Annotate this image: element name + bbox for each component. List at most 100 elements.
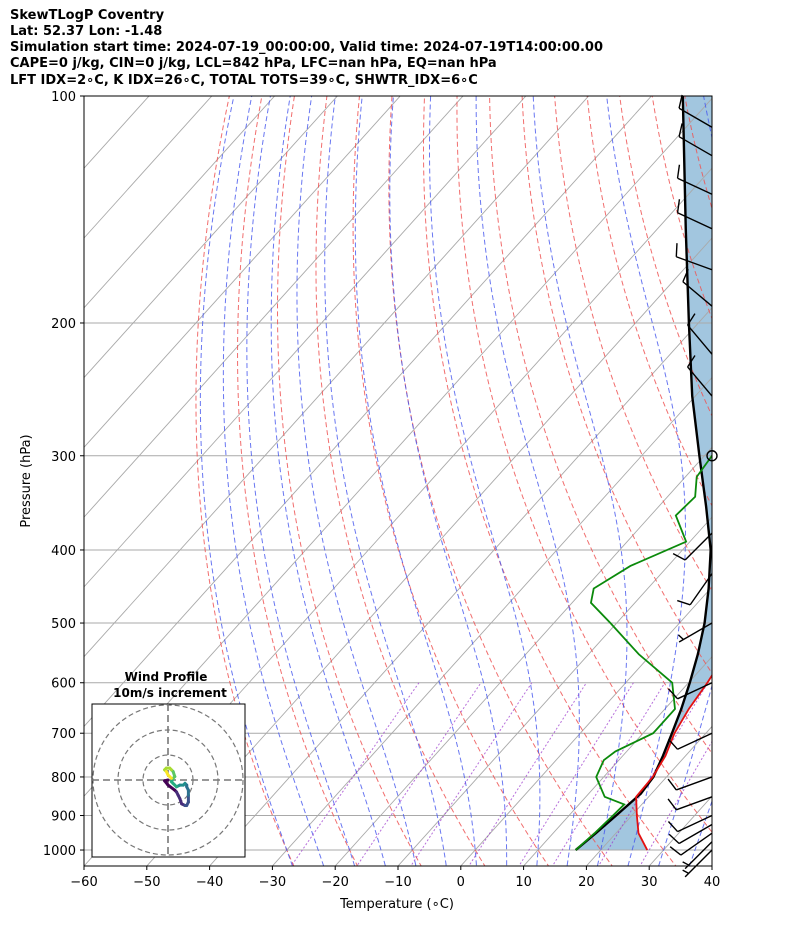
dry-adiabat-line <box>315 96 486 866</box>
moist-adiabat-line <box>222 96 325 866</box>
wind-barb <box>667 776 713 791</box>
wind-barb <box>667 732 713 750</box>
cin-shading <box>575 96 712 851</box>
wind-barb <box>678 94 713 128</box>
moist-adiabat-line <box>429 96 541 866</box>
wind-barb <box>678 123 713 157</box>
chart-title-indices-2: LFT IDX=2∘C, K IDX=26∘C, TOTAL TOTS=39∘C… <box>10 73 478 88</box>
chart-title-indices-1: CAPE=0 j/kg, CIN=0 j/kg, LCL=842 hPa, LF… <box>10 56 497 71</box>
y-tick-label: 600 <box>51 677 76 692</box>
isotherm-line <box>585 725 712 866</box>
isotherm-line <box>84 96 527 588</box>
y-tick-label: 900 <box>51 810 76 825</box>
wind-barb <box>667 796 713 811</box>
moist-adiabat-line <box>715 96 794 881</box>
mixing-ratio-line <box>410 682 533 866</box>
dry-adiabat-line <box>195 96 295 866</box>
moist-adiabat-line <box>354 96 477 866</box>
x-tick-label: −30 <box>259 875 286 890</box>
wind-barb <box>677 622 713 643</box>
wind-barb <box>682 849 713 878</box>
wind-profile-inset: Wind Profile 10m/s increment <box>91 670 246 858</box>
isotherm-line <box>84 96 401 449</box>
wind-barb <box>676 164 713 195</box>
y-tick-label: 800 <box>51 771 76 786</box>
dry-adiabat-line <box>554 96 712 592</box>
isotherm-line <box>208 307 712 866</box>
temperature-line <box>635 673 712 851</box>
y-axis-label: Pressure (hPa) <box>19 434 34 527</box>
dry-adiabat-line <box>456 96 712 833</box>
dry-adiabat-line <box>619 96 712 417</box>
x-tick-label: 40 <box>704 875 721 890</box>
wind-barbs-layer <box>667 94 718 878</box>
isotherm-line <box>271 376 712 866</box>
dry-adiabat-line <box>489 96 712 755</box>
isotherm-line <box>761 61 794 881</box>
moist-adiabat-line <box>296 96 417 866</box>
dry-adiabat-line <box>774 61 794 881</box>
wind-barb <box>668 823 713 845</box>
isotherm-line <box>84 96 653 728</box>
x-tick-label: 0 <box>457 875 465 890</box>
moist-adiabat-line <box>246 96 356 866</box>
inset-title: Wind Profile <box>125 670 208 684</box>
wind-barb <box>682 841 713 870</box>
wind-barb <box>675 243 713 271</box>
isotherm-line <box>397 516 712 866</box>
isotherm-line <box>460 586 712 866</box>
dewpoint-line <box>575 454 712 851</box>
moist-adiabat-line <box>688 799 712 866</box>
isotherm-line <box>522 655 712 866</box>
moist-adiabat-line <box>389 96 508 866</box>
y-tick-label: 1000 <box>43 844 76 859</box>
dry-adiabat-line <box>352 96 550 866</box>
dry-adiabat-line <box>651 96 712 320</box>
moist-adiabat-line <box>606 96 686 866</box>
x-tick-label: 20 <box>578 875 595 890</box>
mixing-ratio-line <box>551 682 666 866</box>
wind-barb <box>677 573 713 606</box>
wind-barb <box>667 814 713 833</box>
dry-adiabat-line <box>742 61 794 881</box>
wind-barb <box>682 268 713 307</box>
moist-adiabat-line <box>745 96 794 881</box>
moist-adiabat-line <box>532 96 628 866</box>
isotherm-line <box>84 96 339 379</box>
x-tick-label: 10 <box>515 875 532 890</box>
moist-adiabat-line <box>475 96 580 866</box>
isotherm-line <box>84 96 276 309</box>
mixing-ratio-line <box>290 682 420 866</box>
mixing-ratio-line <box>356 682 482 866</box>
axes-layer: −60 −50 −40 −30 −20 −10 0 10 20 30 40 1000 900 800 700… <box>43 90 720 890</box>
y-tick-label: 100 <box>51 90 76 105</box>
wind-barb <box>676 199 713 230</box>
x-tick-label: −60 <box>70 875 97 890</box>
wind-barb <box>686 313 713 355</box>
mixing-ratio-line <box>598 682 709 866</box>
parcel-profile-line <box>574 96 712 851</box>
isotherm-line <box>711 865 712 866</box>
isotherm-line <box>84 96 464 518</box>
profile-curves-layer <box>574 96 712 851</box>
inset-subtitle: 10m/s increment <box>113 686 227 700</box>
y-tick-label: 700 <box>51 727 76 742</box>
x-tick-label: 30 <box>641 875 658 890</box>
chart-title-station: SkewTLogP Coventry <box>10 8 165 23</box>
x-tick-label: −50 <box>133 875 160 890</box>
isotherm-line <box>146 237 712 866</box>
dry-adiabat-line <box>388 96 613 866</box>
moist-adiabat-line <box>324 96 447 866</box>
isotherm-line <box>648 795 712 866</box>
moist-adiabat-line <box>199 96 294 866</box>
hodograph-segment <box>168 775 173 780</box>
moist-adiabat-line <box>270 96 386 866</box>
x-tick-label: −40 <box>196 875 223 890</box>
y-tick-label: 400 <box>51 544 76 559</box>
isotherm-line <box>334 446 712 866</box>
x-axis-label: Temperature (∘C) <box>339 897 454 912</box>
dry-adiabat-line <box>237 96 359 866</box>
isotherm-line <box>84 96 213 239</box>
chart-title-location: Lat: 52.37 Lon: -1.48 <box>10 24 163 39</box>
